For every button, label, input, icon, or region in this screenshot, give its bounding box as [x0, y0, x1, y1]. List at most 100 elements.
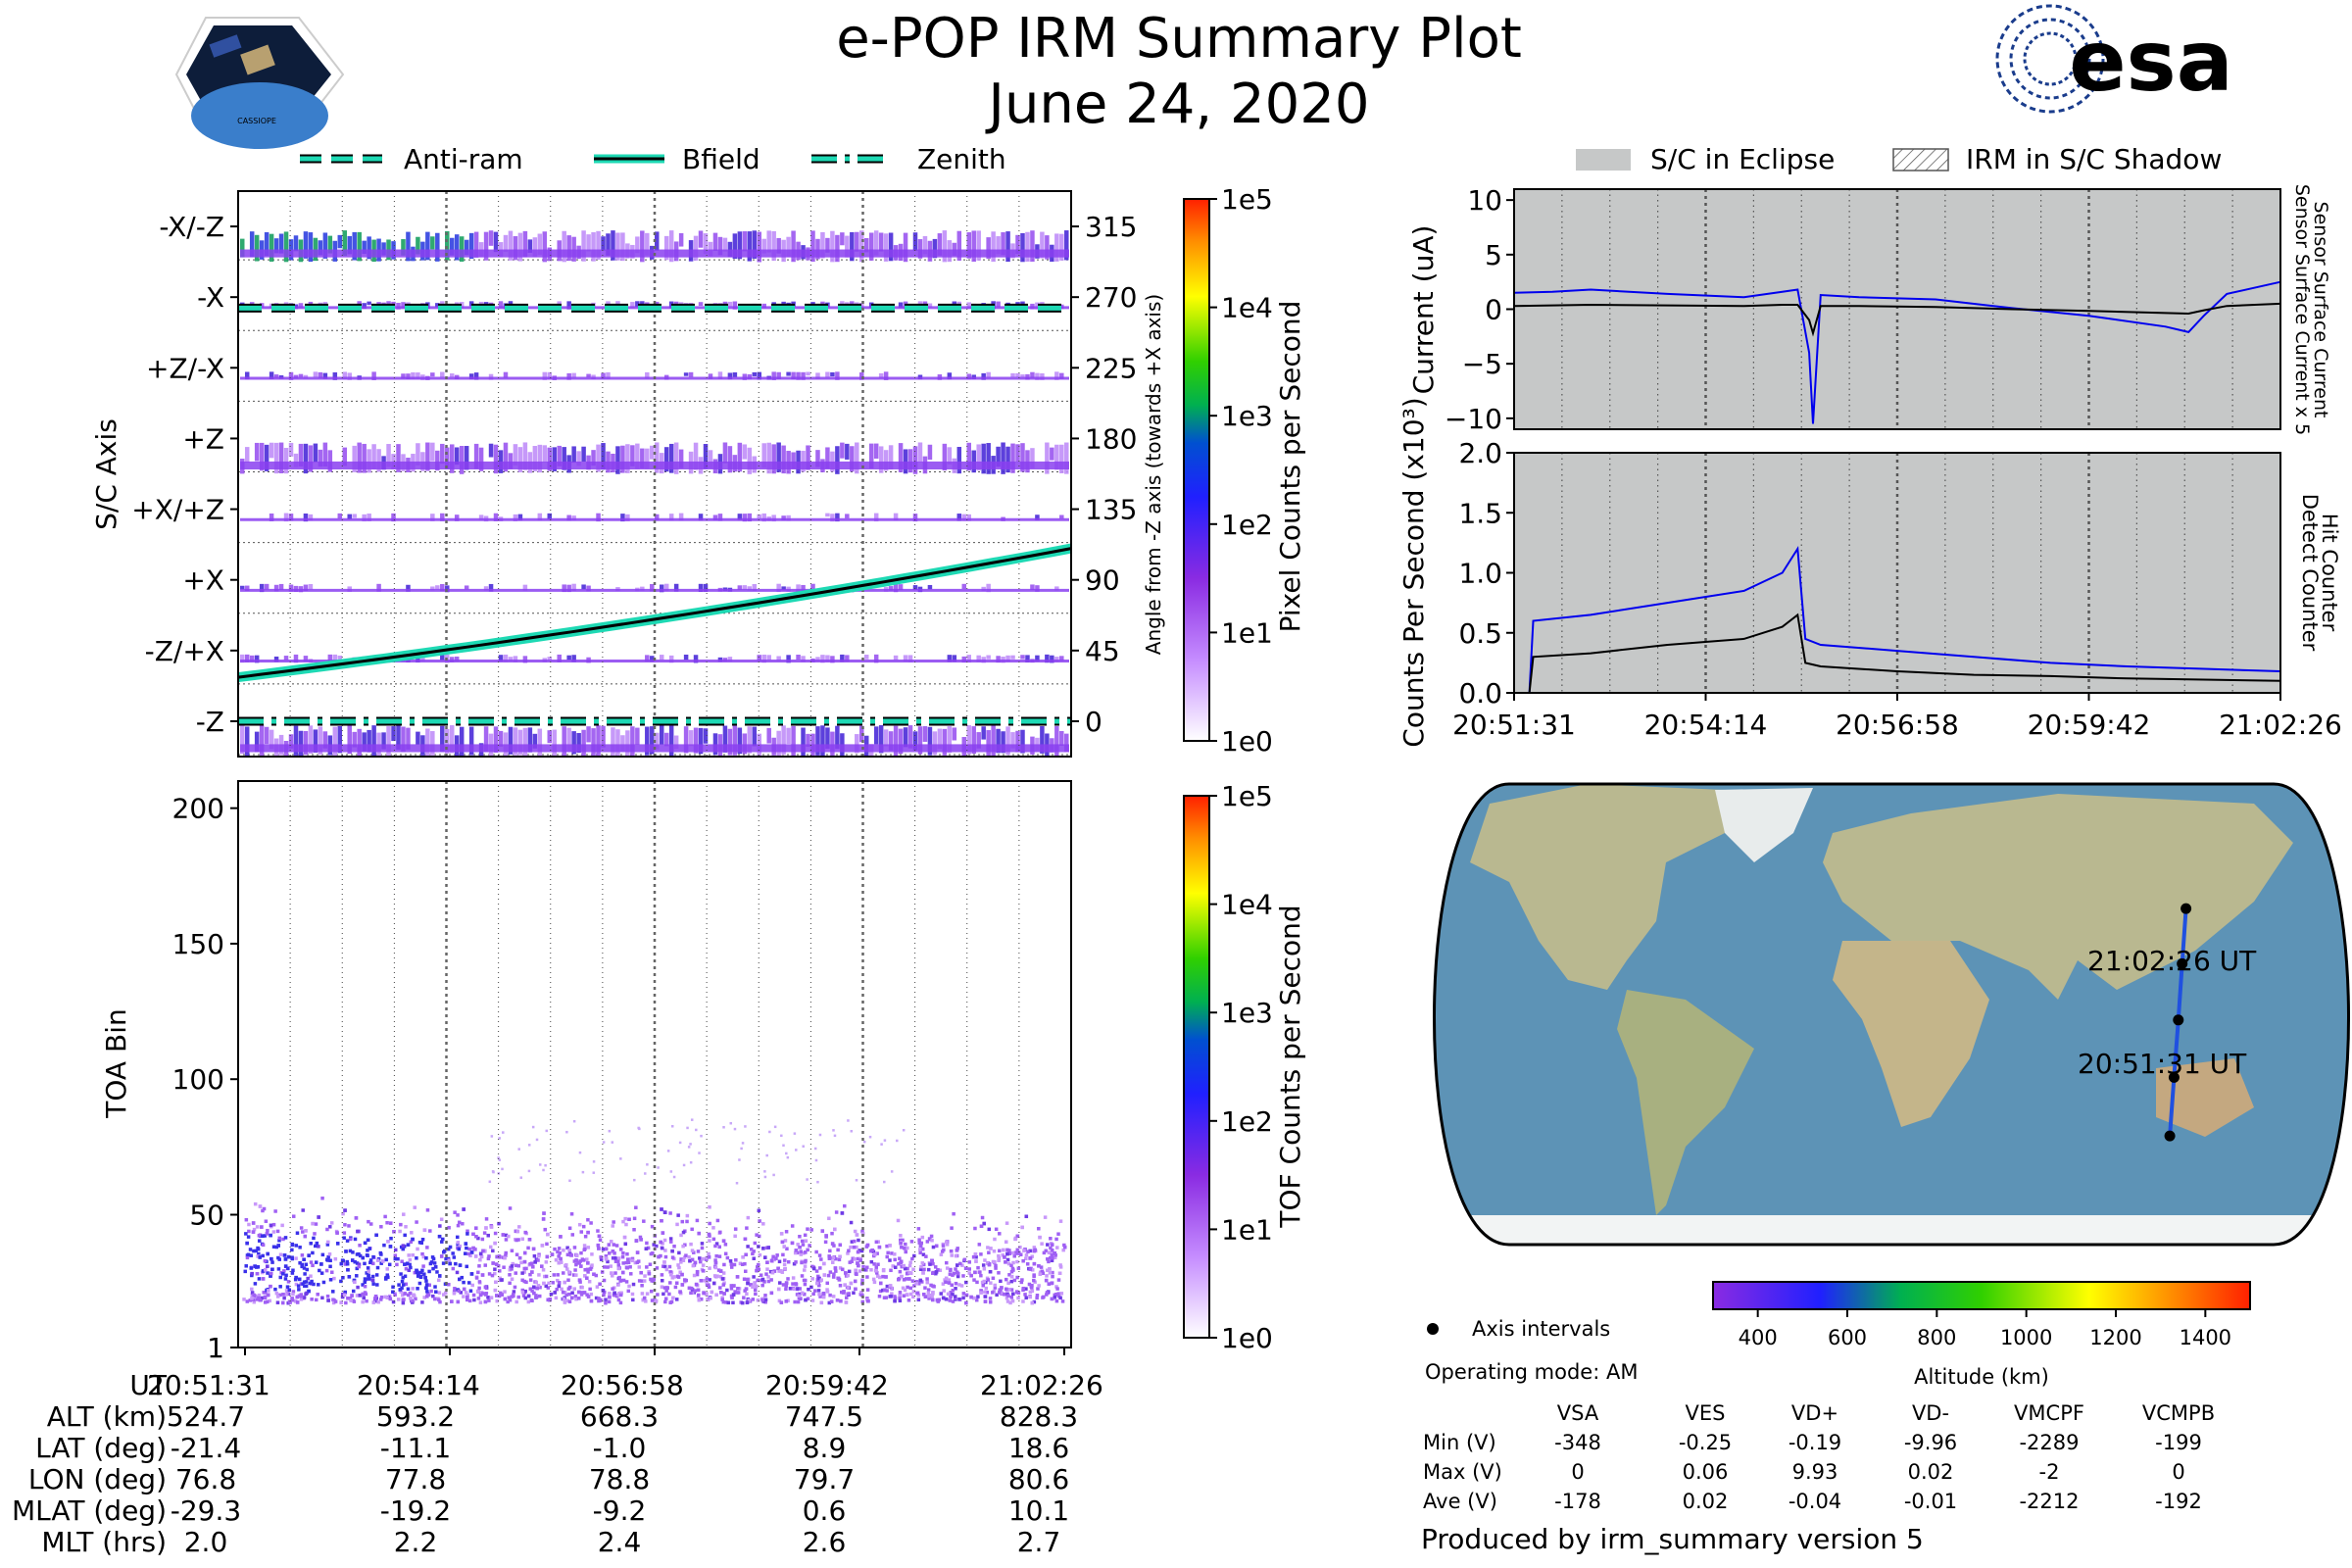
tof-count-cell [757, 1267, 761, 1272]
tof-count-cell [911, 1295, 915, 1299]
tof-count-cell [699, 1279, 704, 1283]
pixel-count-cell [318, 726, 323, 756]
pixel-count-cell [449, 725, 455, 754]
ephemeris-cell: 668.3 [579, 1400, 660, 1433]
pixel-ytick-right-label: 0 [1085, 706, 1102, 738]
tof-count-cell [773, 1125, 777, 1129]
tof-count-cell [637, 1279, 642, 1283]
tof-count-cell [819, 1257, 823, 1261]
tof-count-cell [715, 1274, 719, 1278]
ephemeris-cell: 21:02:26 [980, 1369, 1103, 1401]
pixel-count-cell [566, 514, 571, 521]
tof-count-cell [1041, 1271, 1046, 1275]
pixel-count-cell [459, 726, 465, 757]
tof-count-cell [612, 1294, 617, 1298]
tof-count-cell [519, 1260, 523, 1265]
pixel-count-cell [264, 231, 270, 257]
tof-count-cell [501, 1167, 504, 1171]
tof-count-cell [595, 1285, 600, 1289]
tof-count-cell [297, 1288, 301, 1292]
pixel-count-cell [776, 583, 781, 593]
tof-count-cell [665, 1286, 670, 1290]
pixel-count-cell [396, 302, 401, 310]
tof-count-cell [589, 1298, 594, 1303]
tof-count-cell [988, 1297, 993, 1300]
tof-count-cell [570, 1296, 574, 1300]
pixel-count-cell [835, 513, 840, 522]
tof-count-cell [551, 1281, 555, 1285]
tof-count-cell [284, 1273, 288, 1278]
tof-count-cell [607, 1299, 612, 1304]
tof-count-cell [935, 1298, 940, 1302]
tof-count-cell [652, 1279, 656, 1283]
tof-count-cell [837, 1278, 842, 1282]
tof-count-cell [316, 1293, 319, 1297]
tof-count-cell [736, 1287, 740, 1291]
pixel-count-cell [966, 725, 971, 755]
esa-logo: esa [1995, 4, 2233, 114]
pixel-count-cell [591, 232, 596, 262]
tof-count-cell [616, 1263, 621, 1267]
tof-count-cell [497, 1221, 501, 1226]
tof-count-cell [602, 1265, 607, 1269]
pixel-count-cell [430, 442, 435, 462]
tof-count-cell [517, 1225, 521, 1229]
pixel-count-cell [562, 584, 566, 593]
tof-count-cell [580, 1291, 584, 1295]
pixel-ytick-right-label: 90 [1085, 564, 1120, 597]
tof-count-cell [571, 1273, 576, 1277]
tof-count-cell [610, 1271, 613, 1275]
pixel-count-cell [596, 230, 601, 260]
tof-count-cell [746, 1277, 750, 1282]
pixel-count-cell [659, 655, 664, 661]
tof-count-cell [752, 1275, 756, 1279]
tof-count-cell [453, 1287, 457, 1291]
pixel-count-cell [264, 583, 270, 590]
tof-count-cell [335, 1242, 340, 1246]
tof-count-cell [367, 1219, 370, 1224]
tof-count-cell [910, 1256, 914, 1261]
tof-count-cell [544, 1274, 549, 1279]
pixel-count-cell [912, 446, 918, 474]
pixel-count-cell [1020, 443, 1025, 472]
pixel-ytick-right-label: 315 [1085, 211, 1137, 243]
pixel-count-cell [508, 726, 514, 755]
tof-count-cell [366, 1249, 369, 1252]
tof-count-cell [668, 1237, 673, 1241]
tof-count-cell [858, 1258, 862, 1262]
tof-count-cell [403, 1292, 407, 1296]
tof-count-cell [717, 1254, 722, 1258]
pixel-count-cell [259, 725, 265, 758]
tof-count-cell [741, 1142, 745, 1145]
tof-count-cell [252, 1249, 256, 1253]
tof-count-cell [827, 1300, 832, 1305]
tof-count-cell [386, 1240, 390, 1244]
pixel-count-cell [1020, 655, 1025, 660]
tof-count-cell [473, 1254, 478, 1258]
tof-count-cell [514, 1229, 518, 1234]
tof-count-cell [1028, 1249, 1032, 1253]
tof-count-cell [766, 1275, 770, 1279]
tof-count-cell [592, 1272, 596, 1276]
tof-count-cell [638, 1127, 641, 1131]
tof-count-cell [901, 1286, 906, 1291]
tof-count-cell [563, 1300, 567, 1304]
tof-count-cell [286, 1280, 291, 1284]
pixel-count-cell [791, 452, 796, 469]
tof-count-cell [877, 1245, 882, 1250]
tof-count-cell [906, 1266, 909, 1271]
pixel-count-cell [1020, 232, 1025, 263]
pixel-count-cell [752, 371, 758, 376]
tof-count-cell [753, 1288, 758, 1293]
tof-count-cell [707, 1251, 710, 1256]
tof-count-cell [708, 1221, 711, 1226]
tof-count-cell [1004, 1287, 1008, 1292]
pixel-count-cell [820, 655, 825, 663]
pixel-count-cell [327, 450, 333, 472]
tof-count-cell [523, 1289, 527, 1294]
pixel-panel: -X/-Z-X+Z/-X+Z+X/+Z+X-Z/+X-Z315270225180… [90, 190, 1165, 758]
tof-count-cell [582, 1244, 587, 1248]
page-title: e-POP IRM Summary Plot [836, 7, 1522, 71]
tof-count-cell [255, 1298, 259, 1301]
tof-count-cell [611, 1141, 614, 1144]
